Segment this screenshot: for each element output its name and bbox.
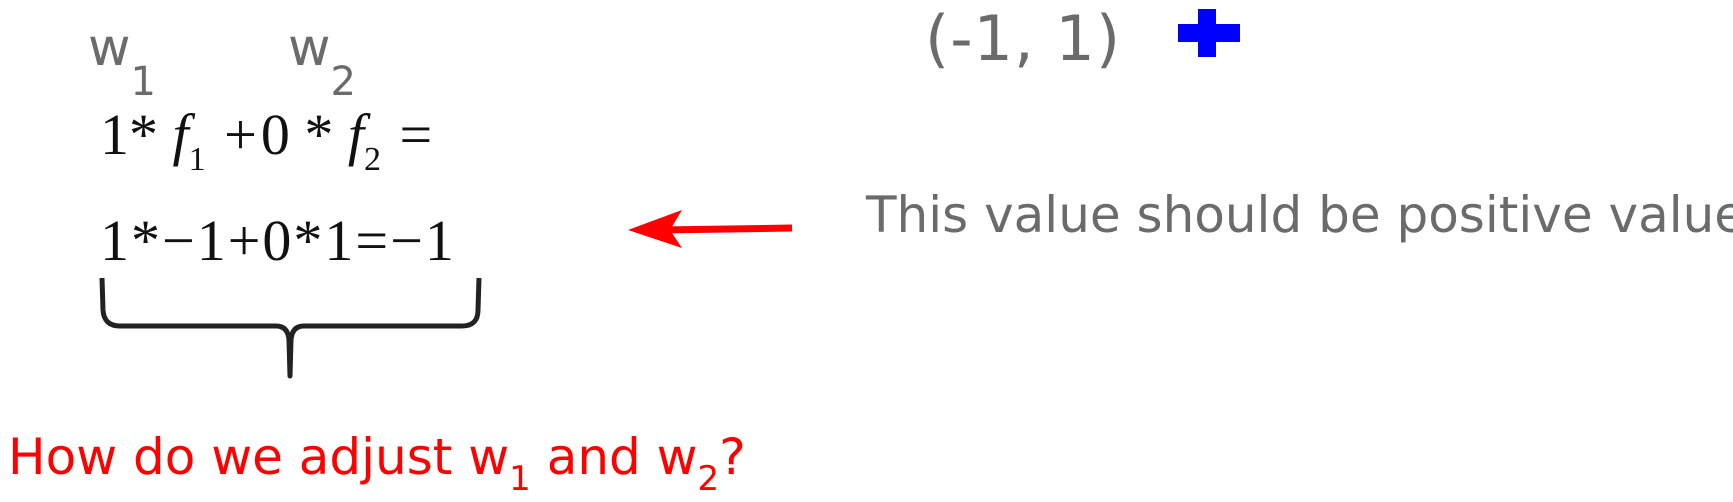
coefficient-1: 1 <box>100 102 129 167</box>
feature-f1: f <box>172 102 189 167</box>
question-subscript: 1 <box>509 459 531 499</box>
multiply-sign: * <box>304 102 334 167</box>
note-text: This value should be positive value <box>866 186 1733 244</box>
weight-base: w <box>88 18 131 78</box>
plus-icon <box>1178 9 1240 57</box>
feature-f2: f <box>347 102 364 167</box>
question-part: How do we adjust w <box>8 428 510 486</box>
weight-subscript: 1 <box>130 59 156 105</box>
equation-evaluated: 1*−1+0*1=−1 <box>100 208 456 273</box>
question-subscript: 2 <box>697 459 720 499</box>
multiply-sign: * <box>129 102 158 167</box>
point-coordinates: (-1, 1) <box>925 2 1122 75</box>
curly-brace <box>99 277 482 379</box>
weight-label-w2: w2 <box>288 22 356 102</box>
weight-label-w1: w1 <box>88 22 156 102</box>
weight-subscript: 2 <box>330 59 356 105</box>
feature-f2-subscript: 2 <box>363 141 381 178</box>
coefficient-2: 0 <box>260 102 290 167</box>
arrow-left-icon <box>628 210 793 248</box>
question-part: and w <box>530 428 698 486</box>
question-part: ? <box>719 428 746 486</box>
question-text: How do we adjust w1 and w2? <box>8 432 746 496</box>
feature-f1-subscript: 1 <box>188 141 206 178</box>
weight-base: w <box>288 18 331 78</box>
plus-sign: + <box>224 102 257 167</box>
equals-sign: = <box>399 102 433 167</box>
equation-weighted-sum: 1* f1 +0 * f2 = <box>100 106 436 177</box>
